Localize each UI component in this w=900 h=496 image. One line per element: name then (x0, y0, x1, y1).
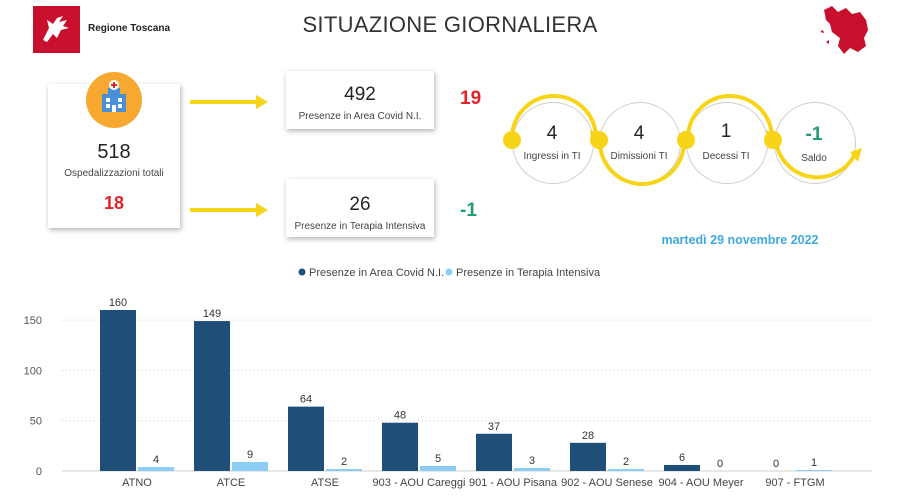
data-label: 149 (203, 308, 221, 320)
x-tick-label: 903 - AOU Careggi (373, 477, 466, 489)
terapia-intensiva-delta: -1 (460, 200, 477, 221)
data-label: 9 (247, 449, 253, 461)
legend-label: Presenze in Area Covid N.I. (309, 267, 444, 279)
x-tick-label: ATNO (122, 477, 152, 489)
bar (570, 442, 606, 471)
x-tick-label: 904 - AOU Meyer (659, 477, 744, 489)
data-label: 160 (109, 297, 127, 309)
bar (100, 310, 136, 471)
dimissioni-label: Dimissioni TI (610, 151, 668, 162)
arrow-right-icon (190, 95, 268, 109)
x-tick-label: 902 - AOU Senese (561, 477, 653, 489)
data-label: 0 (773, 458, 779, 470)
legend-marker (298, 268, 306, 276)
hospital-icon (86, 72, 142, 128)
area-covid-card (286, 71, 434, 129)
x-tick-label: ATSE (311, 477, 339, 489)
x-tick-label: 907 - FTGM (765, 477, 824, 489)
pegasus-icon (43, 16, 69, 42)
x-tick-label: 901 - AOU Pisana (469, 477, 558, 489)
total-delta: 18 (103, 193, 125, 213)
tuscany-map-icon (818, 2, 874, 58)
arrow-right-icon (190, 203, 268, 217)
decessi-label: Decessi TI (702, 151, 750, 162)
y-tick-label: 100 (24, 365, 42, 377)
bar (194, 321, 230, 471)
data-label: 2 (623, 456, 629, 468)
terapia-intensiva-label: Presenze in Terapia Intensiva (294, 221, 426, 232)
bar (382, 422, 418, 471)
dimissioni-value: 4 (633, 123, 645, 144)
report-date: martedì 29 novembre 2022 (661, 233, 819, 247)
bar (796, 469, 832, 471)
data-label: 28 (582, 430, 594, 442)
y-axis: 0 50 100 150 (24, 315, 42, 478)
card-arrows (190, 95, 268, 217)
terapia-intensiva-value: 26 (349, 194, 371, 215)
regione-toscana-logo (33, 6, 80, 53)
data-label: 2 (341, 456, 347, 468)
saldo-label: Saldo (801, 153, 827, 164)
chart-bars: 160 4 149 9 64 2 48 5 37 3 28 2 6 0 0 1 (100, 297, 832, 471)
dot-icon (590, 131, 608, 149)
bar (608, 468, 644, 471)
total-label: Ospedalizzazioni totali (64, 168, 164, 179)
bar (420, 465, 456, 471)
data-label: 48 (394, 410, 406, 422)
legend-marker (445, 268, 453, 276)
flow-arrows (503, 93, 862, 186)
chart-grid (62, 319, 872, 472)
bar (326, 468, 362, 471)
bar (232, 461, 268, 471)
decessi-value: 1 (720, 121, 732, 142)
data-label: 6 (679, 452, 685, 464)
data-label: 64 (300, 394, 312, 406)
dot-icon (677, 131, 695, 149)
bar (476, 433, 512, 471)
page-title: SITUAZIONE GIORNALIERA (302, 12, 598, 37)
x-axis: ATNO ATCE ATSE 903 - AOU Careggi 901 - AOU P… (122, 477, 825, 489)
data-label: 3 (529, 455, 535, 467)
data-label: 0 (717, 458, 723, 470)
bar (664, 464, 700, 471)
data-label: 37 (488, 421, 500, 433)
dot-icon (503, 131, 521, 149)
x-tick-label: ATCE (217, 477, 246, 489)
ingressi-value: 4 (546, 123, 558, 144)
ingressi-label: Ingressi in TI (523, 151, 581, 162)
logo-name: Regione Toscana (88, 23, 171, 34)
bar (514, 467, 550, 471)
y-tick-label: 150 (24, 315, 42, 327)
y-tick-label: 50 (30, 416, 42, 428)
terapia-intensiva-card (286, 179, 434, 237)
decessi-circle (686, 102, 768, 184)
bar (288, 406, 324, 471)
chart-legend: Presenze in Area Covid N.I. Presenze in T… (298, 267, 601, 279)
y-tick-label: 0 (36, 466, 42, 478)
data-label: 4 (153, 454, 159, 466)
data-label: 1 (811, 457, 817, 469)
area-covid-value: 492 (344, 84, 376, 105)
area-covid-label: Presenze in Area Covid N.I. (298, 111, 422, 122)
data-label: 5 (435, 453, 441, 465)
dot-icon (764, 131, 782, 149)
bar (138, 466, 174, 471)
bar-chart: Presenze in Area Covid N.I. Presenze in T… (24, 267, 872, 489)
total-value: 518 (97, 141, 131, 163)
legend-label: Presenze in Terapia Intensiva (456, 267, 601, 279)
area-covid-delta: 19 (460, 88, 482, 109)
saldo-value: -1 (805, 124, 823, 145)
